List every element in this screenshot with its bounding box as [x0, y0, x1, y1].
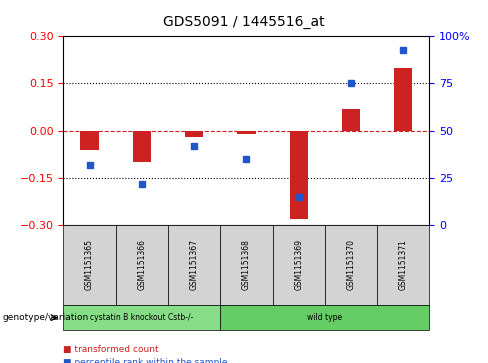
Bar	[237, 131, 256, 134]
Text: GSM1151368: GSM1151368	[242, 240, 251, 290]
Text: genotype/variation: genotype/variation	[2, 313, 89, 322]
Text: GSM1151367: GSM1151367	[190, 240, 199, 290]
Bar	[394, 68, 412, 131]
Text: GSM1151371: GSM1151371	[399, 240, 408, 290]
Text: GSM1151365: GSM1151365	[85, 240, 94, 290]
Text: ■ transformed count: ■ transformed count	[63, 345, 159, 354]
Text: GSM1151369: GSM1151369	[294, 240, 303, 290]
Text: GSM1151370: GSM1151370	[346, 240, 356, 290]
Bar	[133, 131, 151, 162]
Text: cystatin B knockout Cstb-/-: cystatin B knockout Cstb-/-	[90, 313, 194, 322]
Bar	[289, 131, 308, 219]
Text: wild type: wild type	[307, 313, 343, 322]
Text: ■ percentile rank within the sample: ■ percentile rank within the sample	[63, 358, 228, 363]
Bar	[342, 109, 360, 131]
Bar	[81, 131, 99, 150]
Text: GDS5091 / 1445516_at: GDS5091 / 1445516_at	[163, 15, 325, 29]
Bar	[185, 131, 203, 137]
Text: GSM1151366: GSM1151366	[137, 240, 146, 290]
